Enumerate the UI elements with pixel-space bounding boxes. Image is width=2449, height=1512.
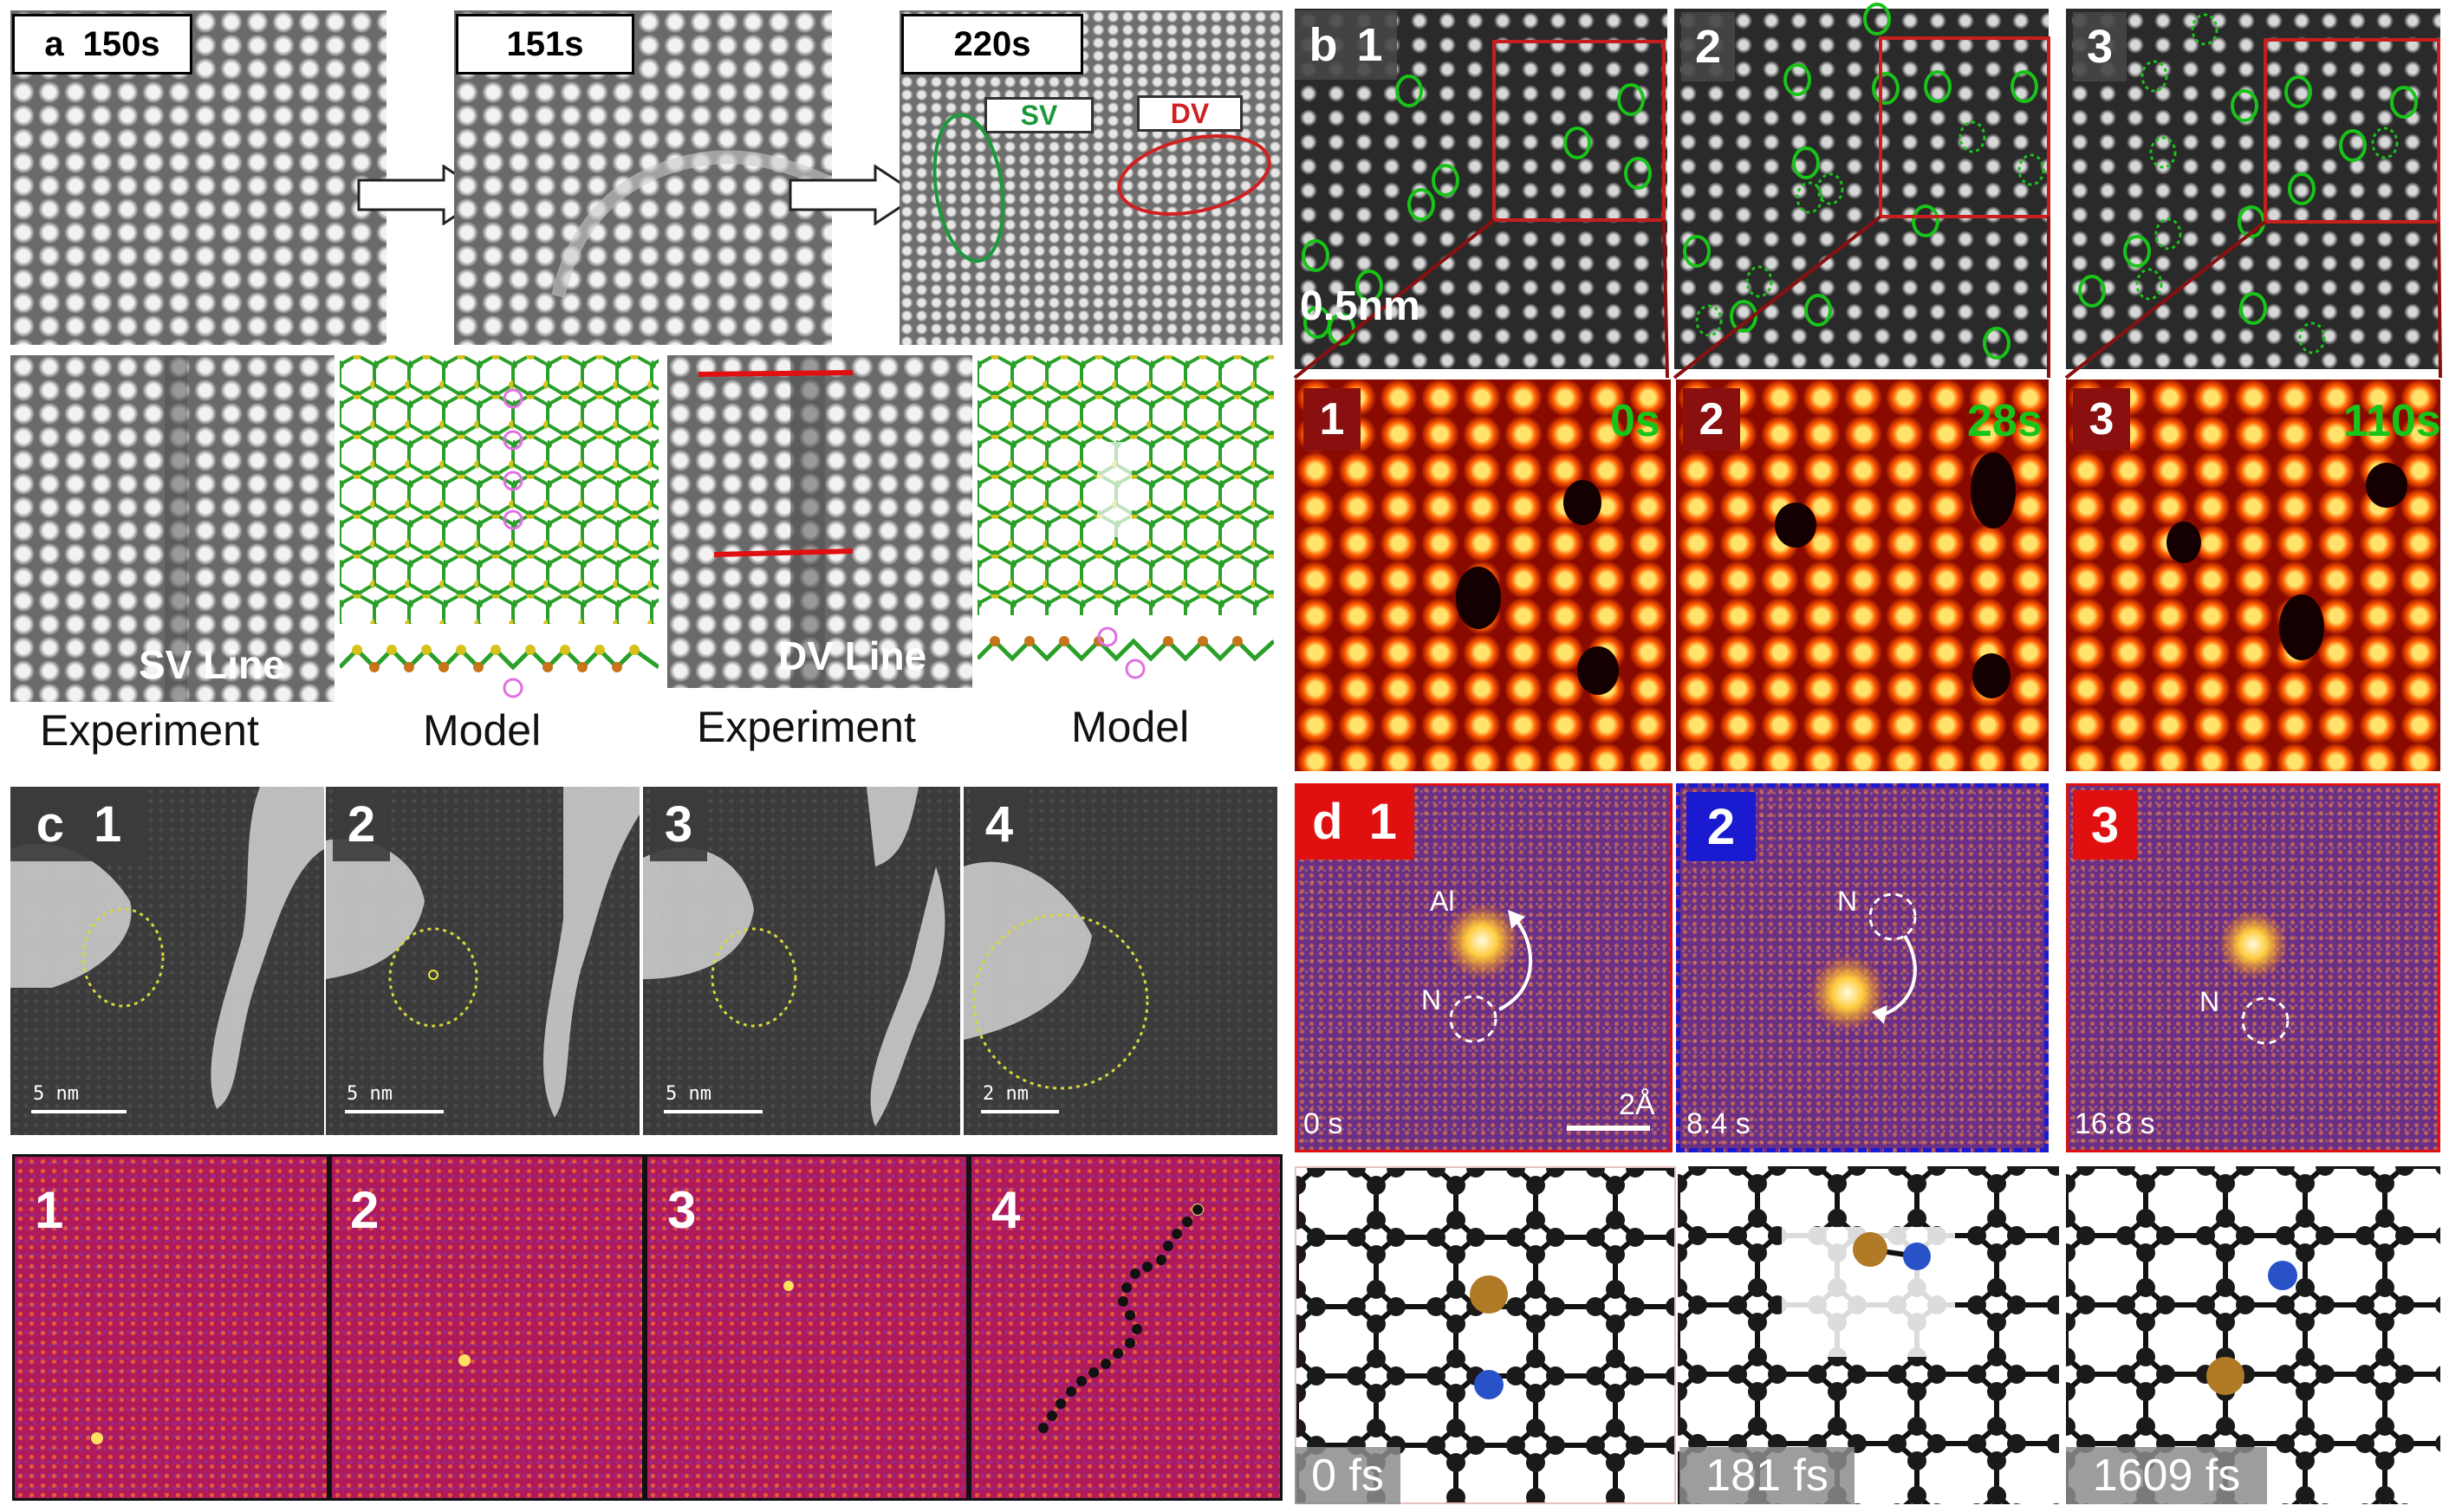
atom-label-n-3: N — [2199, 986, 2220, 1017]
time-label-151s: 151s — [506, 24, 584, 63]
panel-d-sim-time-3-box: 1609 fs — [2066, 1447, 2267, 1504]
time-label-151s-box: 151s — [456, 14, 634, 75]
sv-tag-text: SV — [1020, 99, 1058, 131]
panel-d-sim-time-2: 181 fs — [1705, 1450, 1829, 1501]
panel-d-overlays — [1444, 892, 2290, 1131]
panel-b-letter: b — [1309, 19, 1338, 71]
panel-d-letter: d — [1312, 793, 1343, 850]
panel-b-label-2: 2 — [1681, 12, 1735, 81]
panel-b-heat-frame-3: 3 — [2088, 394, 2114, 445]
panel-c-scale-1: 5 nm — [33, 1083, 79, 1105]
panel-b-heat-label-2: 2 — [1683, 388, 1740, 451]
panel-d-sim-time-3: 1609 fs — [2092, 1450, 2241, 1501]
sv-line-dark-column — [165, 355, 187, 702]
panel-b-heat-frame-1: 1 — [1319, 394, 1345, 445]
panel-b-frame-2: 2 — [1694, 21, 1722, 73]
panel-c-frame-num-3: 3 — [664, 795, 693, 853]
panel-c-heat-overlays — [91, 1204, 1204, 1444]
panel-d-frame-num-1: 1 — [1368, 793, 1397, 850]
panel-a-frame-151s — [454, 10, 832, 345]
time-label-150s: 150s — [82, 24, 160, 63]
sv-line-label: SV Line — [139, 642, 285, 687]
dv-model — [978, 355, 1274, 688]
panel-b-heat-voids — [1456, 452, 2407, 698]
panel-d-frame-num-3: 3 — [2090, 796, 2120, 853]
panel-c-islands — [0, 0, 1283, 1144]
panel-c-heat-2 — [329, 1154, 645, 1501]
caption-model-2: Model — [1071, 703, 1190, 751]
panel-c-label-4: 4 — [971, 787, 1028, 861]
panel-c-heat-num-4: 4 — [991, 1181, 1021, 1239]
panel-b-heat-label-3: 3 — [2073, 388, 2130, 451]
dv-model-lattice — [978, 355, 1274, 679]
panel-c-label-1: c 1 — [10, 787, 147, 861]
panel-d-sim-time-1-box: 0 fs — [1295, 1447, 1400, 1504]
sv-model — [340, 355, 659, 702]
defect-ellipses — [900, 10, 1283, 345]
panel-c-frame-num-2: 2 — [347, 795, 376, 853]
panel-b-label-1: b 1 — [1295, 10, 1397, 80]
panel-b-heat-3 — [2066, 380, 2440, 771]
panel-b-label-3: 3 — [2073, 12, 2127, 81]
panel-c-heat-1 — [12, 1154, 329, 1501]
panel-c-heat-4 — [969, 1154, 1283, 1501]
panel-d-label-3: 3 — [2073, 790, 2137, 860]
dv-tag-text: DV — [1170, 97, 1210, 129]
atom-label-al: Al — [1430, 886, 1455, 917]
panel-a-label: a 150s — [12, 14, 192, 75]
panel-c-frame-num-1: 1 — [94, 795, 122, 853]
panel-c-heat-num-2: 2 — [350, 1181, 380, 1239]
atom-label-n-2: N — [1837, 886, 1858, 917]
panel-c-scale-3: 5 nm — [666, 1083, 711, 1105]
panel-d-label-1: d 1 — [1295, 783, 1414, 860]
dv-red-lines — [667, 355, 972, 688]
panel-b-heat-frame-2: 2 — [1699, 394, 1725, 445]
panel-d-scale-label: 2Å — [1619, 1088, 1655, 1121]
panel-d-sim-time-2-box: 181 fs — [1679, 1447, 1855, 1504]
dislocation-curve — [454, 10, 832, 345]
panel-c-scale-4: 2 nm — [983, 1083, 1029, 1105]
panel-d-label-2: 2 — [1686, 792, 1756, 861]
arrow-icon-2 — [789, 165, 927, 225]
time-label-220s-box: 220s — [901, 14, 1083, 75]
dv-line-dark-column — [790, 355, 825, 688]
panel-b-frame-3: 3 — [2086, 21, 2114, 73]
panel-c-heat-num-1: 1 — [35, 1181, 64, 1239]
panel-b-time-2: 28s — [1967, 396, 2043, 446]
time-label-220s: 220s — [953, 24, 1031, 63]
panel-c-heat-3 — [645, 1154, 969, 1501]
panel-a-letter: a — [44, 24, 64, 63]
sim-lattice-1 — [1296, 1168, 1674, 1502]
panel-c-scale-2: 5 nm — [347, 1083, 393, 1105]
panel-d-sim-time-1: 0 fs — [1311, 1450, 1384, 1501]
caption-experiment-1: Experiment — [40, 706, 259, 755]
panel-c-heat-num-3: 3 — [667, 1181, 697, 1239]
panel-c-label-2: 2 — [333, 787, 390, 861]
panel-b-time-3: 110s — [2343, 396, 2441, 446]
panel-d-sim-1 — [1295, 1166, 1676, 1504]
panel-b-scale-label: 0.5nm — [1300, 283, 1420, 329]
panel-d-time-3: 16.8 s — [2075, 1107, 2155, 1140]
panel-c-label-3: 3 — [650, 787, 707, 861]
dv-line-label: DV Line — [778, 633, 927, 678]
panel-b-time-1: 0s — [1610, 396, 1660, 446]
panel-c-frame-num-4: 4 — [984, 795, 1014, 853]
panel-d-frame-num-2: 2 — [1706, 798, 1736, 855]
panel-c-letter: c — [36, 795, 64, 853]
sv-model-lattice — [340, 355, 659, 698]
caption-model-1: Model — [423, 706, 542, 755]
panel-d-time-1: 0 s — [1303, 1107, 1343, 1140]
panel-d-time-2: 8.4 s — [1686, 1107, 1751, 1140]
sim-lattice-2 — [1678, 1166, 2059, 1504]
panel-b-frame-1: 1 — [1356, 19, 1383, 71]
dv-tag: DV — [1137, 95, 1243, 132]
panel-b-heat-label-1: 1 — [1303, 388, 1361, 451]
sv-tag: SV — [984, 97, 1094, 133]
atom-label-n-1: N — [1421, 984, 1442, 1016]
caption-experiment-2: Experiment — [697, 703, 916, 751]
